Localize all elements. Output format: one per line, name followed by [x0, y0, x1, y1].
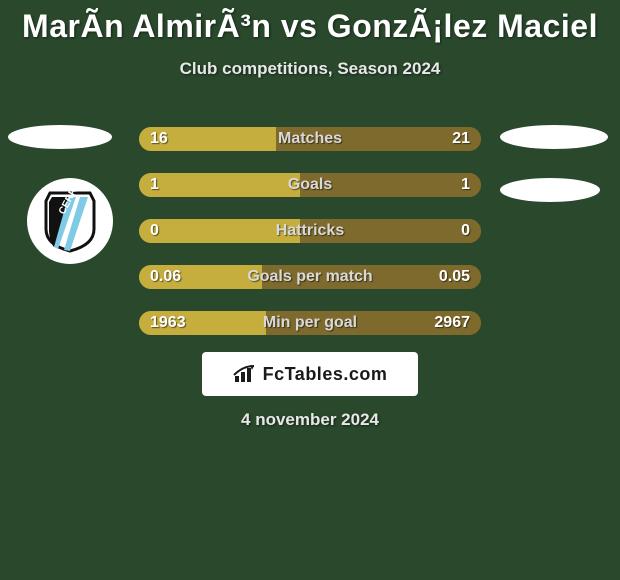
stat-row: 19632967Min per goal — [0, 300, 620, 346]
stat-bar — [139, 265, 481, 289]
stat-bar-right — [276, 127, 481, 151]
stat-bar — [139, 219, 481, 243]
stat-value-left: 16 — [150, 127, 168, 151]
stat-value-left: 0 — [150, 219, 159, 243]
bar-chart-icon — [233, 364, 257, 384]
stat-bar — [139, 173, 481, 197]
stat-value-right: 21 — [452, 127, 470, 151]
stats-table: 1621Matches11Goals00Hattricks0.060.05Goa… — [0, 116, 620, 346]
stat-row: 11Goals — [0, 162, 620, 208]
stat-value-right: 1 — [461, 173, 470, 197]
stat-bar-left — [139, 173, 300, 197]
stat-row: 1621Matches — [0, 116, 620, 162]
comparison-infographic: MarÃ­n AlmirÃ³n vs GonzÃ¡lez Maciel Club… — [0, 0, 620, 580]
stat-value-left: 1963 — [150, 311, 186, 335]
stat-bar-right — [300, 219, 481, 243]
stat-bar-left — [139, 219, 300, 243]
stat-row: 00Hattricks — [0, 208, 620, 254]
stat-value-left: 1 — [150, 173, 159, 197]
stat-row: 0.060.05Goals per match — [0, 254, 620, 300]
page-title: MarÃ­n AlmirÃ³n vs GonzÃ¡lez Maciel — [0, 0, 620, 45]
stat-value-right: 2967 — [434, 311, 470, 335]
brand-badge: FcTables.com — [202, 352, 418, 396]
stat-value-left: 0.06 — [150, 265, 181, 289]
stat-bar — [139, 311, 481, 335]
brand-text: FcTables.com — [263, 364, 388, 385]
subtitle: Club competitions, Season 2024 — [0, 59, 620, 79]
date-text: 4 november 2024 — [0, 410, 620, 430]
stat-bar — [139, 127, 481, 151]
stat-value-right: 0.05 — [439, 265, 470, 289]
stat-value-right: 0 — [461, 219, 470, 243]
stat-bar-right — [300, 173, 481, 197]
